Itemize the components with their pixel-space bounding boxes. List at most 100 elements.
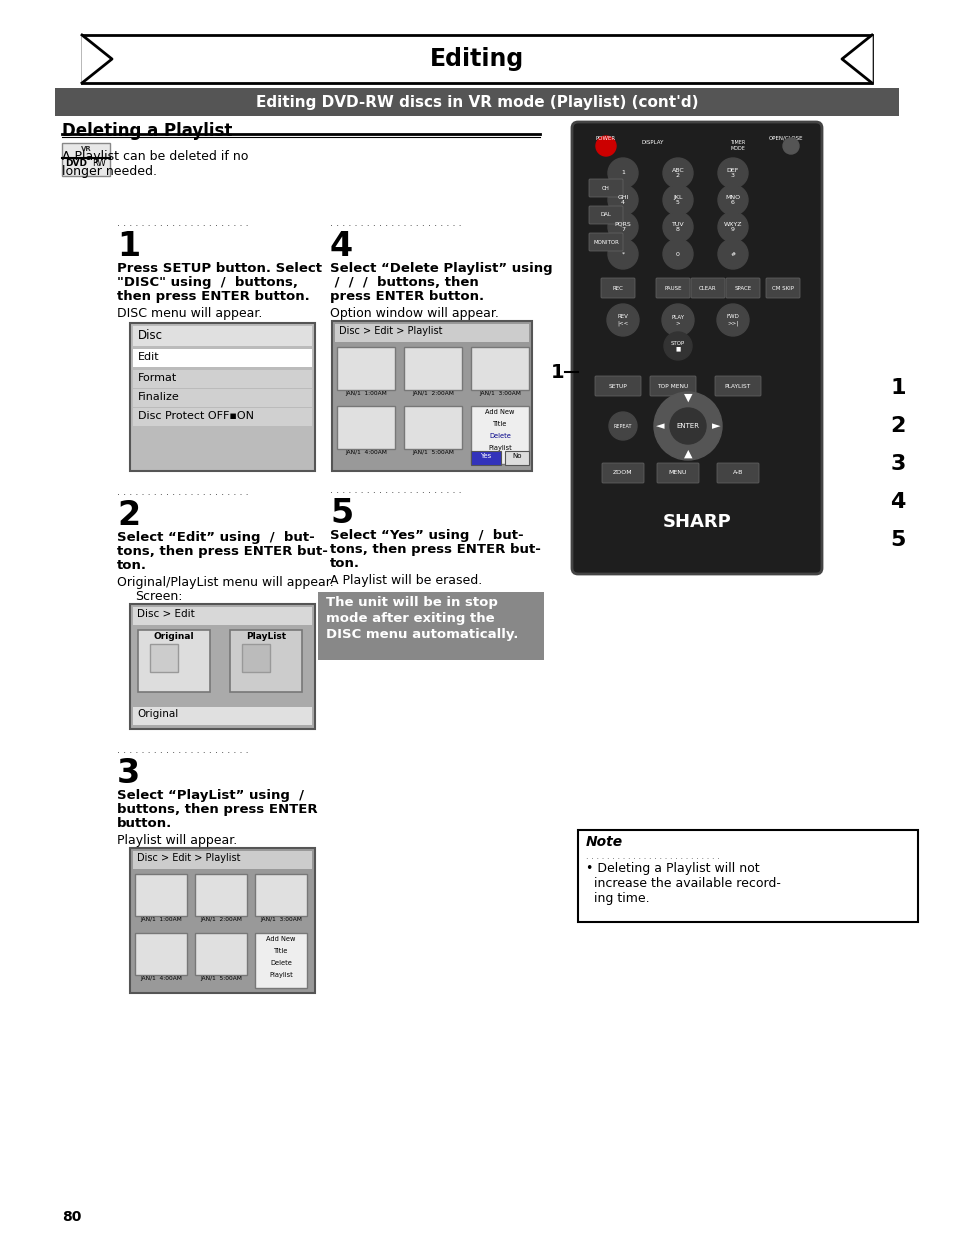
Text: 3: 3	[889, 454, 904, 474]
FancyBboxPatch shape	[649, 375, 696, 396]
Text: "DISC" using  /  buttons,: "DISC" using / buttons,	[117, 275, 297, 289]
Text: Select “Yes” using  /  but-: Select “Yes” using / but-	[330, 529, 523, 542]
Text: The unit will be in stop: The unit will be in stop	[326, 597, 497, 609]
Text: CH: CH	[601, 185, 609, 190]
Text: TOP MENU: TOP MENU	[657, 384, 688, 389]
Text: #: #	[730, 252, 735, 257]
Text: 80: 80	[62, 1210, 81, 1224]
Text: Playlist: Playlist	[269, 972, 293, 978]
Text: DVD: DVD	[65, 158, 87, 168]
Text: REV
|<<: REV |<<	[617, 315, 628, 326]
FancyBboxPatch shape	[335, 324, 529, 342]
FancyBboxPatch shape	[132, 370, 312, 388]
FancyBboxPatch shape	[130, 604, 314, 729]
Text: Add New: Add New	[485, 409, 515, 415]
Text: ENTER: ENTER	[676, 424, 699, 429]
Text: 2: 2	[117, 499, 140, 532]
Text: 4: 4	[330, 230, 353, 263]
Text: Deleting a Playlist: Deleting a Playlist	[62, 122, 233, 140]
Circle shape	[718, 212, 747, 242]
Text: Add New: Add New	[266, 936, 295, 942]
Circle shape	[608, 412, 637, 440]
Text: Editing DVD-RW discs in VR mode (Playlist) (cont'd): Editing DVD-RW discs in VR mode (Playlis…	[255, 95, 698, 110]
FancyBboxPatch shape	[254, 874, 307, 916]
FancyBboxPatch shape	[656, 278, 689, 298]
Circle shape	[596, 136, 616, 156]
Text: A-B: A-B	[732, 471, 742, 475]
Circle shape	[718, 158, 747, 188]
FancyBboxPatch shape	[588, 179, 622, 198]
FancyBboxPatch shape	[132, 851, 312, 869]
FancyBboxPatch shape	[471, 406, 529, 464]
FancyBboxPatch shape	[332, 321, 532, 471]
Text: increase the available record-: increase the available record-	[585, 877, 781, 890]
Text: TIMER
MODE: TIMER MODE	[730, 140, 745, 151]
Text: JAN/1  2:00AM: JAN/1 2:00AM	[200, 918, 242, 923]
Text: 1: 1	[620, 170, 624, 175]
Circle shape	[662, 158, 692, 188]
Text: PLAY
>: PLAY >	[671, 315, 684, 325]
Text: Finalize: Finalize	[138, 391, 179, 403]
Text: . . . . . . . . . . . . . . . . . . . . . . . . . .: . . . . . . . . . . . . . . . . . . . . …	[585, 852, 721, 861]
Text: ZOOM: ZOOM	[613, 471, 632, 475]
Text: No: No	[512, 453, 521, 459]
Text: Format: Format	[138, 373, 177, 383]
Text: /  /  /  buttons, then: / / / buttons, then	[330, 275, 478, 289]
FancyBboxPatch shape	[725, 278, 760, 298]
Polygon shape	[82, 35, 112, 83]
Text: Playlist will appear.: Playlist will appear.	[117, 834, 237, 847]
FancyBboxPatch shape	[471, 451, 500, 466]
Text: FWD
>>|: FWD >>|	[726, 315, 739, 326]
Circle shape	[662, 185, 692, 215]
Text: *: *	[620, 252, 624, 257]
FancyBboxPatch shape	[714, 375, 760, 396]
FancyBboxPatch shape	[130, 324, 314, 471]
Text: Editing: Editing	[430, 47, 523, 70]
Text: JAN/1  5:00AM: JAN/1 5:00AM	[412, 450, 454, 454]
Text: SPACE: SPACE	[734, 285, 751, 290]
Text: DAL: DAL	[600, 212, 611, 217]
Text: DEF
3: DEF 3	[726, 168, 739, 178]
FancyBboxPatch shape	[600, 278, 635, 298]
FancyBboxPatch shape	[403, 347, 461, 390]
FancyBboxPatch shape	[471, 347, 529, 390]
Text: 1: 1	[117, 230, 140, 263]
FancyBboxPatch shape	[132, 606, 312, 625]
FancyBboxPatch shape	[601, 463, 643, 483]
Circle shape	[607, 158, 638, 188]
Circle shape	[607, 212, 638, 242]
FancyBboxPatch shape	[765, 278, 800, 298]
Text: Delete: Delete	[270, 960, 292, 966]
Text: VR: VR	[81, 146, 91, 152]
FancyBboxPatch shape	[336, 347, 395, 390]
Text: POWER: POWER	[596, 136, 616, 141]
Text: JAN/1  4:00AM: JAN/1 4:00AM	[140, 976, 182, 981]
Text: JAN/1  5:00AM: JAN/1 5:00AM	[200, 976, 242, 981]
Circle shape	[654, 391, 721, 459]
Text: Yes: Yes	[480, 453, 491, 459]
Text: JAN/1  4:00AM: JAN/1 4:00AM	[345, 450, 387, 454]
Text: DISC menu will appear.: DISC menu will appear.	[117, 308, 262, 320]
FancyBboxPatch shape	[595, 375, 640, 396]
Text: Disc > Edit > Playlist: Disc > Edit > Playlist	[137, 853, 240, 863]
Text: MNO
6: MNO 6	[724, 195, 740, 205]
Text: 5: 5	[330, 496, 353, 530]
Text: Select “Delete Playlist” using: Select “Delete Playlist” using	[330, 262, 552, 275]
Text: Option window will appear.: Option window will appear.	[330, 308, 498, 320]
Text: . . . . . . . . . . . . . . . . . . . . . .: . . . . . . . . . . . . . . . . . . . . …	[117, 487, 252, 496]
Text: CLEAR: CLEAR	[699, 285, 716, 290]
FancyBboxPatch shape	[132, 408, 312, 426]
Text: ▲: ▲	[683, 450, 692, 459]
Text: 3: 3	[117, 757, 140, 790]
FancyBboxPatch shape	[135, 874, 187, 916]
Text: Note: Note	[585, 835, 622, 848]
Polygon shape	[841, 35, 871, 83]
Text: WXYZ
9: WXYZ 9	[723, 221, 741, 232]
Text: GHI
4: GHI 4	[617, 195, 628, 205]
Circle shape	[662, 212, 692, 242]
FancyBboxPatch shape	[230, 630, 302, 692]
Text: mode after exiting the: mode after exiting the	[326, 613, 494, 625]
Text: JAN/1  1:00AM: JAN/1 1:00AM	[345, 391, 387, 396]
Text: 2: 2	[889, 416, 904, 436]
Text: tons, then press ENTER but-: tons, then press ENTER but-	[330, 543, 540, 556]
